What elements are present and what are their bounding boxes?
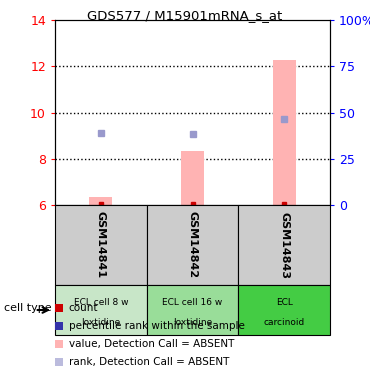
Text: carcinoid: carcinoid [263,318,305,327]
Bar [238,205,330,285]
Text: cell type: cell type [4,303,51,313]
Bar [90,197,112,205]
Text: GSM14843: GSM14843 [279,211,289,279]
Text: GSM14841: GSM14841 [96,211,106,279]
Text: count: count [68,303,98,313]
Text: GSM14842: GSM14842 [188,211,198,279]
Text: value, Detection Call = ABSENT: value, Detection Call = ABSENT [68,339,234,349]
Bar [55,285,147,335]
Bar [273,60,296,205]
Text: ECL: ECL [276,298,293,307]
Text: GDS577 / M15901mRNA_s_at: GDS577 / M15901mRNA_s_at [87,9,283,22]
Bar [147,205,238,285]
Bar [55,205,147,285]
Text: percentile rank within the sample: percentile rank within the sample [68,321,245,331]
Text: rank, Detection Call = ABSENT: rank, Detection Call = ABSENT [68,357,229,367]
Text: ECL cell 16 w: ECL cell 16 w [162,298,223,307]
Text: loxtidine: loxtidine [81,318,121,327]
Bar [181,151,204,205]
Bar [147,285,238,335]
Bar [238,285,330,335]
Text: loxtidine: loxtidine [173,318,212,327]
Text: ECL cell 8 w: ECL cell 8 w [74,298,128,307]
